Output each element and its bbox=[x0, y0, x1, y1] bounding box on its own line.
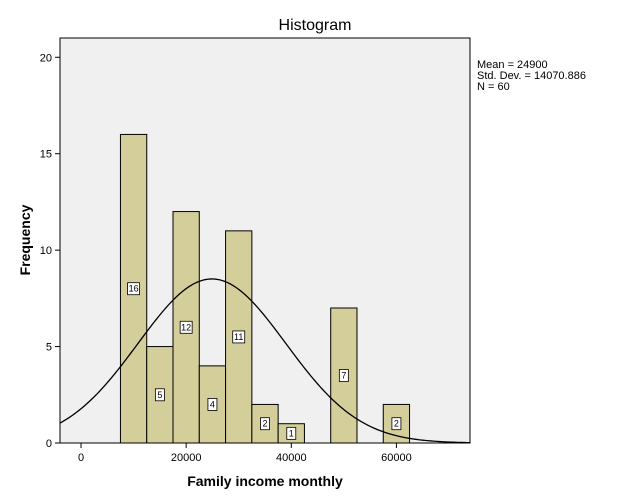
data-label-box bbox=[286, 426, 297, 440]
y-tick-label: 10 bbox=[40, 245, 52, 257]
stats-line: N = 60 bbox=[477, 81, 510, 93]
normal-curve bbox=[59, 278, 471, 444]
bars-group bbox=[119, 133, 411, 444]
x-tick-label: 0 bbox=[78, 452, 84, 464]
y-axis-ticks: 0 5 10 15 20 bbox=[40, 52, 60, 450]
data-label-box bbox=[127, 282, 140, 296]
data-label: 2 bbox=[394, 419, 399, 429]
stats-line: Std. Dev. = 14070.886 bbox=[477, 70, 586, 82]
x-tick-label: 40000 bbox=[276, 452, 307, 464]
data-label-box bbox=[232, 330, 246, 344]
data-label: 7 bbox=[341, 371, 346, 381]
data-label: 12 bbox=[181, 322, 191, 332]
chart-title: Histogram bbox=[279, 17, 352, 34]
data-label-box bbox=[179, 320, 193, 334]
data-labels-group: 16 5 12 4 11 2 1 7 2 bbox=[127, 282, 402, 440]
y-axis-label: Frequency bbox=[17, 204, 33, 275]
x-axis-ticks: 0 20000 40000 60000 bbox=[78, 443, 412, 464]
y-tick-label: 0 bbox=[46, 438, 52, 450]
x-axis-label: Family income monthly bbox=[187, 473, 343, 489]
data-label-box bbox=[154, 388, 165, 402]
data-label: 2 bbox=[262, 419, 267, 429]
data-label-box bbox=[338, 369, 349, 382]
stats-line: Mean = 24900 bbox=[477, 59, 548, 71]
x-tick-label: 60000 bbox=[381, 452, 412, 464]
data-label: 11 bbox=[234, 332, 243, 342]
y-tick-label: 20 bbox=[40, 52, 52, 64]
data-label: 4 bbox=[210, 399, 215, 409]
y-tick-label: 15 bbox=[40, 149, 52, 161]
x-tick-label: 20000 bbox=[171, 452, 202, 464]
data-label: 1 bbox=[289, 428, 294, 438]
data-label-box bbox=[391, 417, 402, 431]
y-tick-label: 5 bbox=[46, 342, 52, 354]
data-label: 16 bbox=[129, 284, 139, 294]
data-label-box bbox=[207, 398, 218, 411]
data-label-box bbox=[260, 417, 270, 431]
data-label: 5 bbox=[157, 390, 162, 400]
